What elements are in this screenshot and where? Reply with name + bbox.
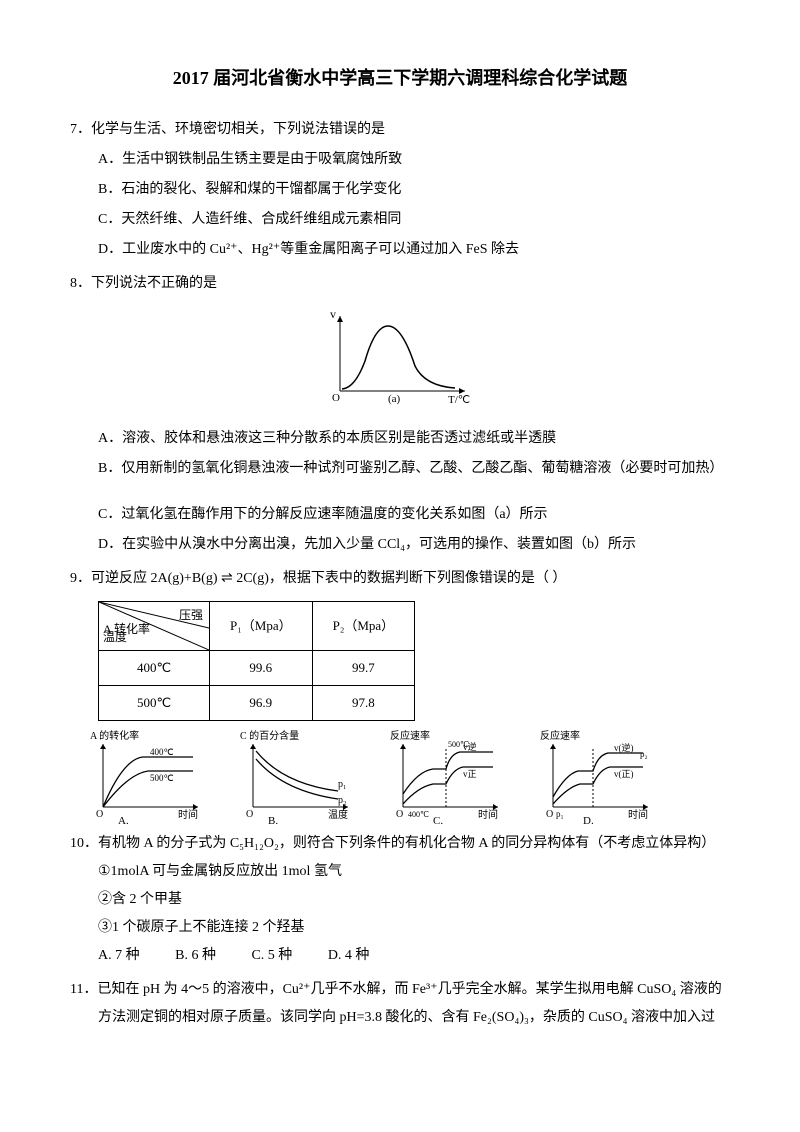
svg-text:A.: A. [118,815,129,824]
question-7: 7．化学与生活、环境密切相关，下列说法错误的是 A．生活中钢铁制品生锈主要是由于… [70,116,730,264]
q10-option-c: C. 5 种 [251,948,292,963]
t-h1: P₁（Mpa） [210,602,313,651]
q11-line2: 方法测定铜的相对原子质量。该同学向 pH=3.8 酸化的、含有 Fe₂(SO₄)… [70,1004,730,1032]
svg-text:p₁: p₁ [338,779,347,790]
fig-a-origin: O [332,392,340,404]
q10-cond2: ②含 2 个甲基 [70,886,730,914]
svg-text:O: O [396,809,403,820]
fig-a-xlabel: T/℃ [448,394,470,406]
svg-text:O: O [96,809,103,820]
svg-text:p₂: p₂ [640,749,648,759]
svg-text:O: O [246,809,253,820]
svg-text:O: O [546,809,553,820]
svg-text:反应速率: 反应速率 [540,729,580,742]
q10-option-a: A. 7 种 [98,948,140,963]
svg-text:p₁: p₁ [556,809,564,819]
q7-option-b: B．石油的裂化、裂解和煤的干馏都属于化学变化 [70,176,730,204]
q9-stem: 9．可逆反应 2A(g)+B(g) ⇌ 2C(g)，根据下表中的数据判断下列图像… [70,565,730,593]
q8-option-b: B．仅用新制的氢氧化铜悬浊液一种试剂可鉴别乙醇、乙酸、乙酸乙酯、葡萄糖溶液（必要… [70,455,730,483]
t-r2c1: 96.9 [210,686,313,721]
q9-table: 压强 A 转化率 温度 P₁（Mpa） P₂（Mpa） 400℃ 99.6 99… [98,601,415,721]
svg-text:时间: 时间 [478,808,498,821]
svg-text:A 的转化率: A 的转化率 [90,729,139,742]
fig-a-sub: (a) [388,393,401,405]
q8-option-d: D．在实验中从溴水中分离出溴，先加入少量 CCl₄，可选用的操作、装置如图（b）… [70,531,730,559]
question-11: 11．已知在 pH 为 4～5 的溶液中，Cu²⁺几乎不水解，而 Fe³⁺几乎完… [70,976,730,1032]
t-r2c0: 500℃ [99,686,210,721]
svg-text:v正: v正 [463,769,477,779]
q8-stem: 8．下列说法不正确的是 [70,270,730,298]
q10-option-d: D. 4 种 [328,948,370,963]
q7-option-a: A．生活中钢铁制品生锈主要是由于吸氧腐蚀所致 [70,146,730,174]
svg-text:时间: 时间 [178,808,198,821]
svg-text:p₂: p₂ [338,795,347,806]
q9-diag-a: A 的转化率 400℃ 500℃ O 时间 A. [88,729,208,824]
q10-option-b: B. 6 种 [175,948,216,963]
svg-text:400℃: 400℃ [150,747,174,757]
question-10: 10．有机物 A 的分子式为 C₅H₁₂O₂，则符合下列条件的有机化合物 A 的… [70,830,730,970]
svg-text:v(正): v(正) [614,769,634,779]
q7-stem: 7．化学与生活、环境密切相关，下列说法错误的是 [70,116,730,144]
svg-text:500℃: 500℃ [150,773,174,783]
fig-a-ylabel: v [330,307,336,321]
svg-text:温度: 温度 [328,808,348,821]
t-corner-bot: 温度 [103,625,127,649]
q10-cond3: ③1 个碳原子上不能连接 2 个羟基 [70,914,730,942]
t-h2: P₂（Mpa） [312,602,415,651]
q9-diagrams: A 的转化率 400℃ 500℃ O 时间 A. C 的百分含量 p₁ p₂ O… [88,729,730,824]
t-r1c0: 400℃ [99,651,210,686]
t-r2c2: 97.8 [312,686,415,721]
svg-text:400℃: 400℃ [408,810,429,819]
q7-option-d: D．工业废水中的 Cu²⁺、Hg²⁺等重金属阳离子可以通过加入 FeS 除去 [70,236,730,264]
svg-text:C.: C. [433,815,443,824]
q10-cond1: ①1molA 可与金属钠反应放出 1mol 氢气 [70,858,730,886]
q8-figure-a: v O (a) T/℃ [70,306,730,417]
q9-diag-d: 反应速率 v(逆) v(正) p₂ p₁ O 时间 D. [538,729,658,824]
svg-text:反应速率: 反应速率 [390,729,430,742]
q8-option-c: C．过氧化氢在酶作用下的分解反应速率随温度的变化关系如图（a）所示 [70,501,730,529]
svg-text:500℃: 500℃ [448,740,469,749]
t-r1c1: 99.6 [210,651,313,686]
q8-option-a: A．溶液、胶体和悬浊液这三种分散系的本质区别是能否透过滤纸或半透膜 [70,425,730,453]
t-corner-top: 压强 [179,603,203,627]
q9-diag-b: C 的百分含量 p₁ p₂ O 温度 B. [238,729,358,824]
exam-title: 2017 届河北省衡水中学高三下学期六调理科综合化学试题 [70,60,730,96]
q10-stem: 10．有机物 A 的分子式为 C₅H₁₂O₂，则符合下列条件的有机化合物 A 的… [70,830,730,858]
q7-option-c: C．天然纤维、人造纤维、合成纤维组成元素相同 [70,206,730,234]
question-8: 8．下列说法不正确的是 v O (a) T/℃ A．溶液、胶体和悬浊液这三种分散… [70,270,730,559]
question-9: 9．可逆反应 2A(g)+B(g) ⇌ 2C(g)，根据下表中的数据判断下列图像… [70,565,730,824]
svg-text:D.: D. [583,815,594,824]
q11-line1: 11．已知在 pH 为 4～5 的溶液中，Cu²⁺几乎不水解，而 Fe³⁺几乎完… [70,976,730,1004]
svg-text:C 的百分含量: C 的百分含量 [240,729,299,742]
svg-text:v(逆): v(逆) [614,742,634,753]
q9-diag-c: 反应速率 v逆 v正 500℃ 400℃ O 时间 C. [388,729,508,824]
svg-text:时间: 时间 [628,808,648,821]
svg-text:B.: B. [268,815,278,824]
t-r1c2: 99.7 [312,651,415,686]
